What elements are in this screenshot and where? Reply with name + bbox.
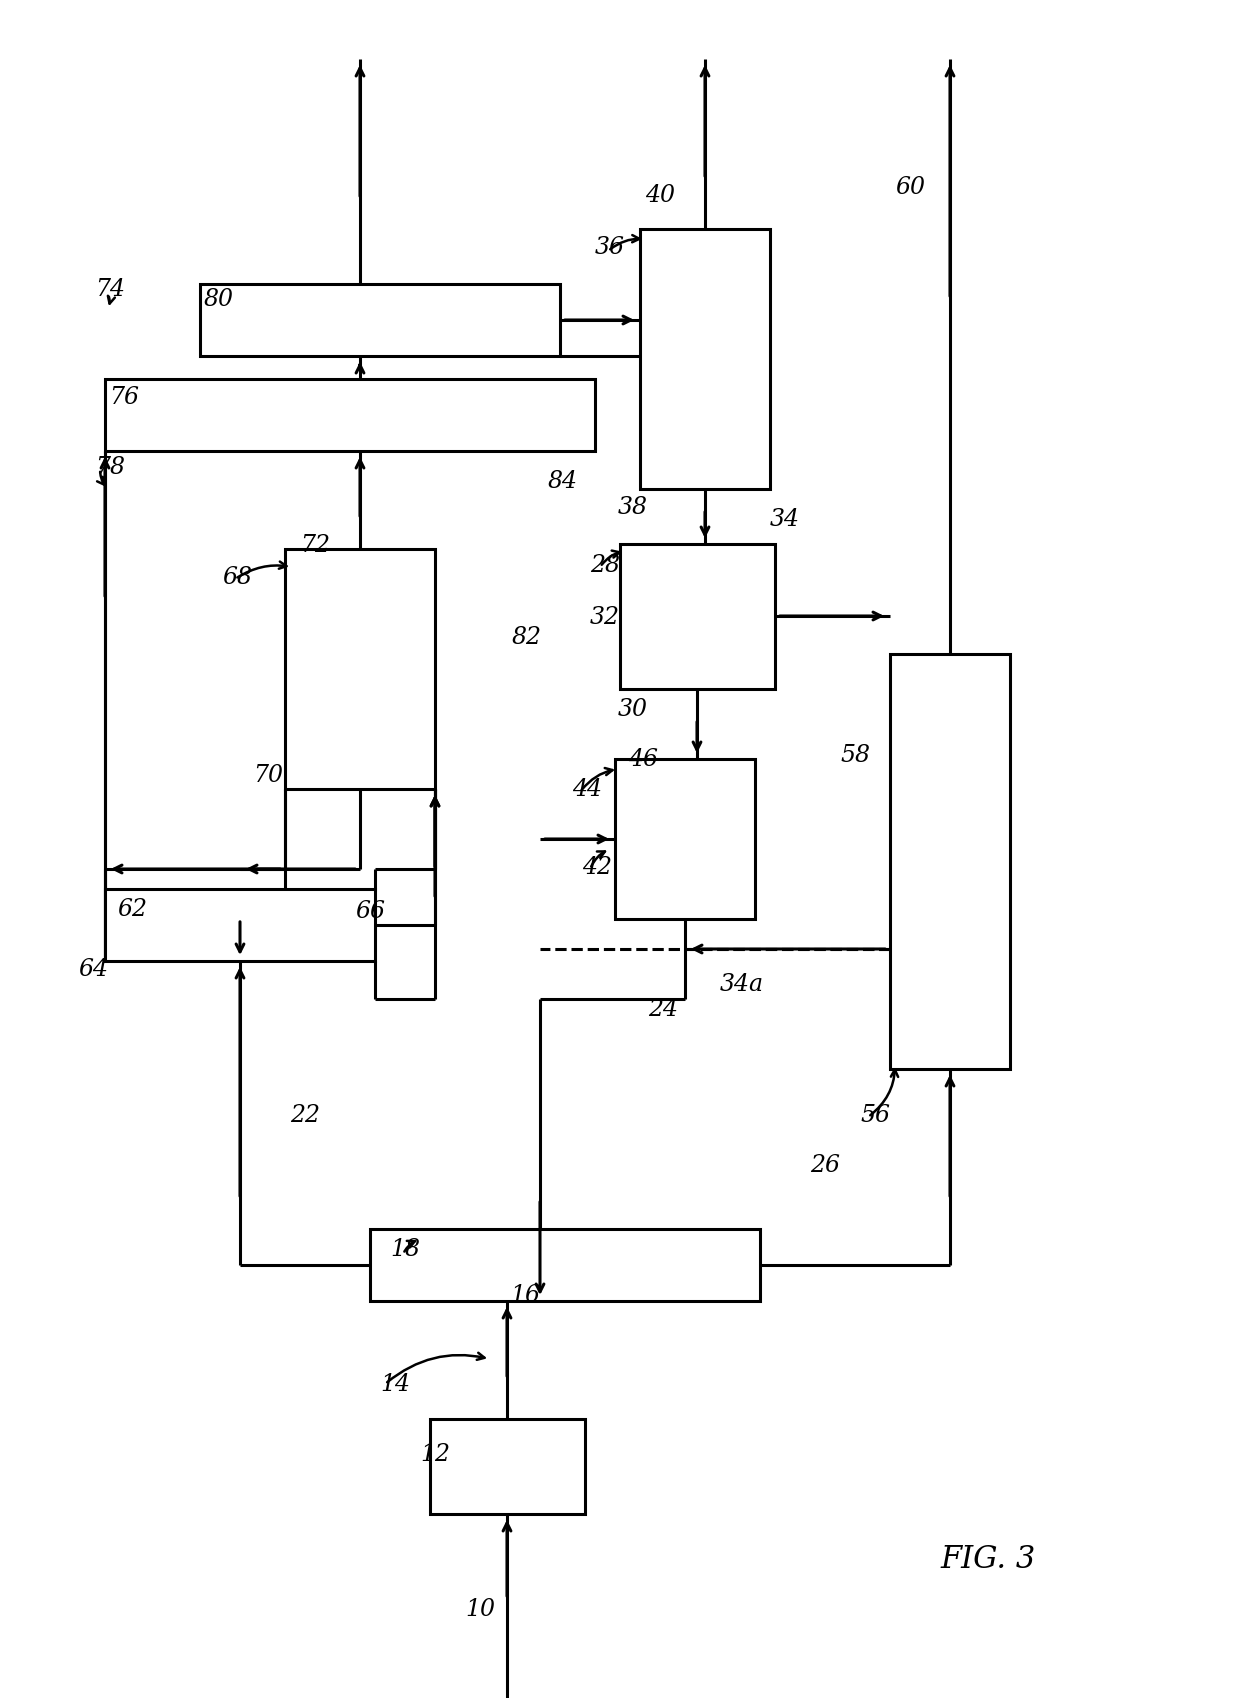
Text: 16: 16 — [510, 1282, 539, 1306]
Text: 30: 30 — [618, 698, 649, 722]
Bar — [200, 285, 560, 357]
Text: 58: 58 — [839, 744, 870, 766]
Text: 62: 62 — [117, 898, 148, 920]
Text: 18: 18 — [391, 1238, 420, 1260]
Text: 36: 36 — [595, 236, 625, 260]
Bar — [615, 759, 755, 919]
Text: 24: 24 — [649, 998, 678, 1020]
Text: 40: 40 — [645, 183, 675, 207]
Text: 66: 66 — [355, 900, 384, 924]
Text: 10: 10 — [465, 1598, 495, 1620]
Bar — [430, 1420, 585, 1515]
Text: 74: 74 — [95, 278, 125, 301]
Text: 32: 32 — [590, 606, 620, 630]
Text: 84: 84 — [548, 470, 578, 492]
Bar — [285, 550, 435, 790]
Bar — [640, 229, 770, 489]
Bar — [105, 890, 374, 961]
Text: 70: 70 — [253, 762, 283, 786]
Text: 68: 68 — [222, 565, 252, 589]
Text: FIG. 3: FIG. 3 — [940, 1543, 1035, 1574]
Text: 12: 12 — [420, 1443, 450, 1465]
Text: 38: 38 — [618, 496, 649, 520]
Text: 34a: 34a — [720, 973, 764, 997]
Text: 46: 46 — [627, 749, 658, 771]
Text: 80: 80 — [205, 289, 234, 311]
Text: 26: 26 — [810, 1153, 839, 1175]
Text: 56: 56 — [861, 1102, 890, 1126]
Text: 78: 78 — [95, 457, 125, 479]
Text: 34: 34 — [770, 508, 800, 531]
Bar — [370, 1229, 760, 1301]
Bar — [620, 545, 775, 689]
Bar — [890, 655, 1011, 1070]
Text: 82: 82 — [512, 627, 542, 649]
Text: 60: 60 — [895, 177, 925, 199]
Text: 44: 44 — [572, 778, 601, 801]
Text: 76: 76 — [109, 385, 139, 409]
Text: 22: 22 — [290, 1102, 320, 1126]
Text: 14: 14 — [379, 1372, 410, 1396]
Text: 72: 72 — [300, 533, 330, 557]
Text: 28: 28 — [590, 554, 620, 576]
Text: 64: 64 — [78, 958, 108, 981]
Text: 42: 42 — [582, 856, 613, 880]
Bar — [105, 380, 595, 452]
